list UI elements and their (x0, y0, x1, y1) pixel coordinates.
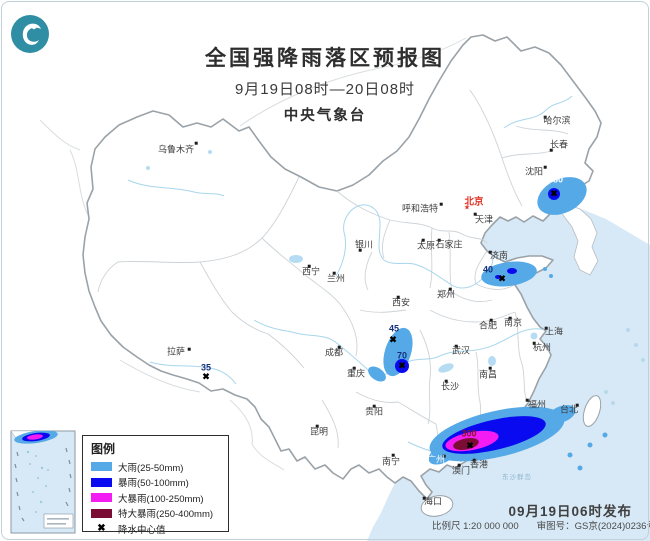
approval-number: 审图号：GS京(2024)0236号 (536, 521, 650, 532)
south-china-sea-inset (10, 430, 76, 534)
legend-label: 大雨(25-50mm) (118, 462, 184, 474)
legend-row: 暴雨(50-100mm) (91, 475, 228, 491)
legend-title: 图例 (91, 442, 116, 456)
legend-marker-label: 降水中心值 (118, 524, 166, 536)
legend-swatch (91, 508, 112, 518)
foreign-borders (39, 37, 467, 471)
sea-layer (367, 204, 650, 541)
legend-row: 大暴雨(100-250mm) (91, 490, 228, 506)
sea-islets (604, 328, 645, 405)
map-scale: 比例尺 1:20 000 000 (432, 521, 519, 532)
hainan-island (420, 495, 454, 517)
lakes (146, 150, 538, 373)
legend-marker-row: ✖ 降水中心值 (91, 521, 228, 537)
legend-swatch (91, 462, 112, 472)
legend-label: 特大暴雨(250-400mm) (118, 509, 214, 521)
legend-swatch (91, 477, 112, 487)
legend: 图例 大雨(25-50mm) 暴雨(50-100mm) 大暴雨(100-250mm)… (82, 435, 229, 536)
mainland (82, 34, 602, 500)
cma-logo (11, 15, 49, 53)
province-borders (97, 89, 569, 465)
rivers (127, 95, 573, 463)
map-scale-row: 比例尺 1:20 000 000 审图号：GS京(2024)0236号 (432, 518, 650, 532)
rain-extreme-layer (453, 438, 479, 450)
legend-swatch (91, 493, 112, 503)
footer: 09月19日06时发布 (508, 500, 632, 520)
legend-row: 大雨(25-50mm) (91, 459, 228, 475)
legend-items: 大雨(25-50mm) 暴雨(50-100mm) 大暴雨(100-250mm) 特大暴… (91, 459, 228, 521)
precip-center-marker-icon: ✖ (97, 523, 106, 535)
legend-label: 大暴雨(100-250mm) (118, 493, 204, 505)
legend-row: 特大暴雨(250-400mm) (91, 506, 228, 522)
korea-peninsula (555, 203, 599, 276)
taiwan-island (582, 395, 602, 427)
publish-time: 09月19日06时发布 (508, 504, 632, 519)
legend-label: 暴雨(50-100mm) (118, 478, 189, 490)
